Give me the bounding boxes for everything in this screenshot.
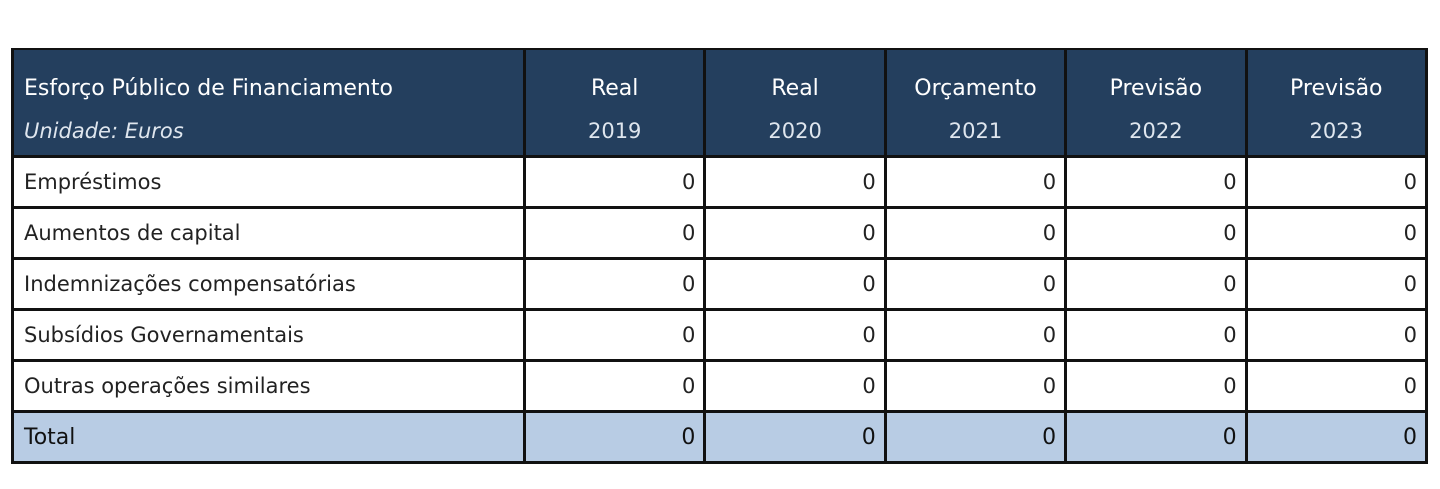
table-cell: 0 bbox=[1064, 359, 1248, 413]
table-row: Aumentos de capital 0 0 0 0 0 bbox=[11, 206, 1428, 260]
table-cell: 0 bbox=[703, 155, 887, 209]
table-body: Empréstimos 0 0 0 0 0 Aumentos de capita… bbox=[11, 155, 1428, 464]
column-header-label: Previsão bbox=[1244, 48, 1428, 107]
table-row: Empréstimos 0 0 0 0 0 bbox=[11, 155, 1428, 209]
table-cell: 0 bbox=[522, 257, 707, 311]
table-cell: 0 bbox=[1244, 257, 1428, 311]
table-cell: 0 bbox=[703, 308, 887, 362]
column-header-year: 2020 bbox=[703, 107, 887, 158]
header-unit: Unidade: Euros bbox=[11, 107, 526, 158]
table-cell: 0 bbox=[883, 257, 1068, 311]
total-cell: 0 bbox=[1064, 410, 1248, 464]
financing-table-container: Esforço Público de Financiamento Real Re… bbox=[11, 48, 1428, 464]
row-label: Subsídios Governamentais bbox=[11, 308, 526, 362]
table-cell: 0 bbox=[522, 308, 707, 362]
header-row-labels: Esforço Público de Financiamento Real Re… bbox=[11, 48, 1428, 107]
table-cell: 0 bbox=[1064, 206, 1248, 260]
table-cell: 0 bbox=[883, 206, 1068, 260]
column-header-year: 2019 bbox=[522, 107, 707, 158]
table-cell: 0 bbox=[1064, 155, 1248, 209]
total-cell: 0 bbox=[703, 410, 887, 464]
column-header-label: Orçamento bbox=[883, 48, 1068, 107]
column-header-year: 2021 bbox=[883, 107, 1068, 158]
column-header-label: Real bbox=[522, 48, 707, 107]
table-cell: 0 bbox=[1244, 206, 1428, 260]
total-cell: 0 bbox=[1244, 410, 1428, 464]
table-cell: 0 bbox=[703, 257, 887, 311]
total-cell: 0 bbox=[883, 410, 1068, 464]
table-cell: 0 bbox=[883, 359, 1068, 413]
row-label: Aumentos de capital bbox=[11, 206, 526, 260]
table-cell: 0 bbox=[883, 155, 1068, 209]
header-row-years: Unidade: Euros 2019 2020 2021 2022 2023 bbox=[11, 107, 1428, 158]
column-header-label: Previsão bbox=[1064, 48, 1248, 107]
row-label: Empréstimos bbox=[11, 155, 526, 209]
table-row: Subsídios Governamentais 0 0 0 0 0 bbox=[11, 308, 1428, 362]
table-cell: 0 bbox=[1244, 359, 1428, 413]
row-label: Outras operações similares bbox=[11, 359, 526, 413]
column-header-year: 2023 bbox=[1244, 107, 1428, 158]
table-cell: 0 bbox=[1244, 308, 1428, 362]
header-title: Esforço Público de Financiamento bbox=[11, 48, 526, 107]
table-cell: 0 bbox=[522, 206, 707, 260]
table-cell: 0 bbox=[522, 359, 707, 413]
table-row: Outras operações similares 0 0 0 0 0 bbox=[11, 359, 1428, 413]
table-header: Esforço Público de Financiamento Real Re… bbox=[11, 48, 1428, 158]
table-cell: 0 bbox=[1064, 257, 1248, 311]
table-cell: 0 bbox=[883, 308, 1068, 362]
table-row: Indemnizações compensatórias 0 0 0 0 0 bbox=[11, 257, 1428, 311]
financing-table: Esforço Público de Financiamento Real Re… bbox=[11, 48, 1428, 464]
total-label: Total bbox=[11, 410, 526, 464]
table-cell: 0 bbox=[703, 359, 887, 413]
table-cell: 0 bbox=[1064, 308, 1248, 362]
table-cell: 0 bbox=[1244, 155, 1428, 209]
row-label: Indemnizações compensatórias bbox=[11, 257, 526, 311]
column-header-year: 2022 bbox=[1064, 107, 1248, 158]
total-row: Total 0 0 0 0 0 bbox=[11, 410, 1428, 464]
column-header-label: Real bbox=[703, 48, 887, 107]
total-cell: 0 bbox=[522, 410, 707, 464]
table-cell: 0 bbox=[703, 206, 887, 260]
table-cell: 0 bbox=[522, 155, 707, 209]
